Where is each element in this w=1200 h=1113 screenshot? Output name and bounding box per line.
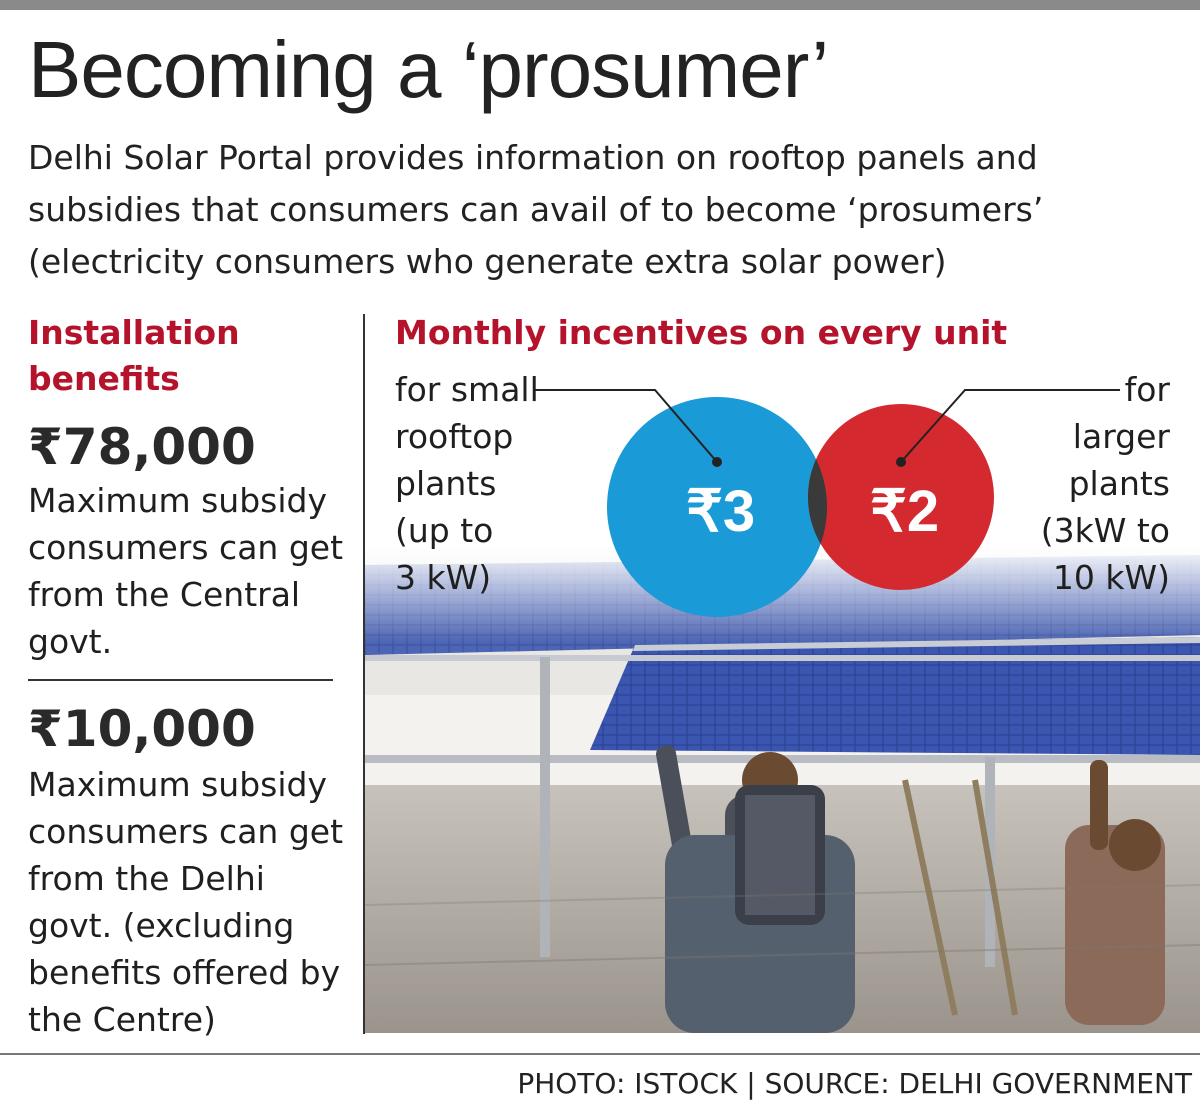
column-divider [363,314,365,1034]
delhi-subsidy-amount: ₹10,000 [28,700,256,758]
photo-source-credit: PHOTO: ISTOCK | SOURCE: DELHI GOVERNMENT [517,1067,1192,1100]
large-incentive-value: ₹2 [870,479,940,544]
central-subsidy-amount: ₹78,000 [28,418,256,476]
incentives-heading: Monthly incentives on every unit [395,313,1008,352]
large-plant-circle [808,404,994,590]
small-plant-circle [607,397,827,617]
large-note-line-1: for [1124,370,1170,409]
subtitle: Delhi Solar Portal provides information … [28,138,1044,281]
small-leader-dot [712,457,722,467]
bottom-rule [0,1053,1200,1055]
installation-heading-line1: Installation [28,313,240,352]
solar-installation-photo [365,545,1200,1033]
small-note-line-5: 3 kW) [395,558,492,597]
delhi-subsidy-description: Maximum subsidy consumers can get from t… [28,765,344,1039]
incentive-circles [535,389,1120,617]
small-note-line-4: (up to [395,511,494,550]
solar-panels-illustration [365,545,1200,1033]
large-note-line-2: larger [1072,417,1170,456]
large-note-line-3: plants [1068,464,1170,503]
small-note-line-1: for small [395,370,539,409]
installation-heading-line2: benefits [28,359,180,398]
small-note-line-2: rooftop [395,417,514,456]
left-divider [28,679,333,681]
small-incentive-value: ₹3 [686,479,756,544]
central-subsidy-description: Maximum subsidy consumers can get from t… [28,481,344,661]
small-leader-line [535,389,718,463]
small-note-line-3: plants [395,464,497,503]
large-leader-dot [896,457,906,467]
headline: Becoming a ‘prosumer’ [28,25,829,114]
large-note-line-5: 10 kW) [1052,558,1170,597]
large-leader-line [900,389,1120,463]
top-bar [0,0,1200,10]
large-note: for larger plants (3kW to 10 kW) [1041,366,1170,601]
large-note-line-4: (3kW to [1040,511,1170,550]
